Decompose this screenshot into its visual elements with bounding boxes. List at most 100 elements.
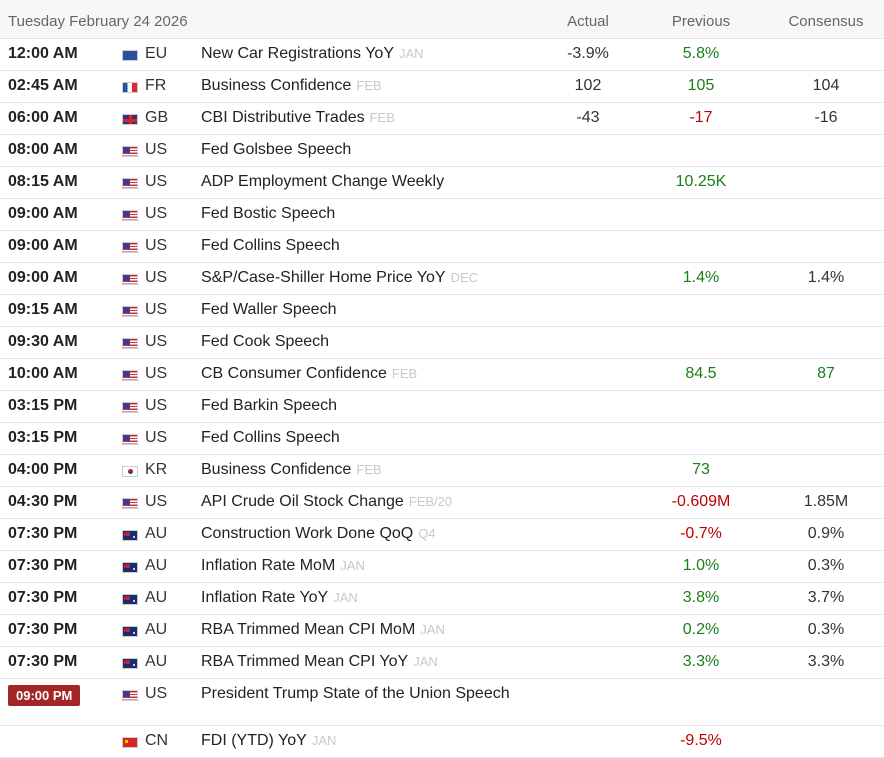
calendar-row[interactable]: CN FDI (YTD) YoY JAN -9.5% — [0, 726, 884, 758]
event-time: 04:00 PM — [8, 461, 78, 478]
country-code: US — [145, 205, 168, 222]
event-link[interactable]: Fed Barkin Speech — [201, 397, 337, 415]
previous-value: 3.8% — [682, 589, 720, 606]
calendar-row[interactable]: 09:00 AM US Fed Collins Speech — [0, 231, 884, 263]
event-time: 02:45 AM — [8, 77, 78, 94]
event-time: 09:30 AM — [8, 333, 78, 350]
consensus-value: 3.7% — [807, 589, 845, 606]
calendar-row[interactable]: 09:00 AM US Fed Bostic Speech — [0, 199, 884, 231]
calendar-row[interactable]: 07:30 PM AU Construction Work Done QoQ Q4 -0… — [0, 519, 884, 551]
event-link[interactable]: ADP Employment Change Weekly — [201, 173, 444, 191]
event-link[interactable]: Business Confidence FEB — [201, 77, 382, 95]
us-flag-icon — [122, 274, 138, 285]
calendar-row[interactable]: 12:00 AM EU New Car Registrations YoY JAN -3… — [0, 39, 884, 71]
event-link[interactable]: President Trump State of the Union Speec… — [201, 685, 510, 703]
previous-value: 0.2% — [682, 621, 720, 638]
calendar-row[interactable]: 08:00 AM US Fed Golsbee Speech — [0, 135, 884, 167]
event-time: 09:00 AM — [8, 205, 78, 222]
reference-period: FEB/20 — [408, 494, 453, 509]
event-link[interactable]: Business Confidence FEB — [201, 461, 382, 479]
previous-value: 84.5 — [685, 365, 717, 382]
country-code: US — [145, 141, 168, 158]
event-time-live-badge: 09:00 PM — [8, 685, 81, 706]
column-actual-header[interactable]: Actual — [567, 13, 609, 30]
reference-period: JAN — [311, 733, 337, 748]
country-code: US — [145, 429, 168, 446]
calendar-row[interactable]: 02:45 AM FR Business Confidence FEB 102 105 10… — [0, 71, 884, 103]
event-link[interactable]: RBA Trimmed Mean CPI MoM JAN — [201, 621, 445, 639]
calendar-row[interactable]: 09:30 AM US Fed Cook Speech — [0, 327, 884, 359]
event-time: 08:15 AM — [8, 173, 78, 190]
event-time: 09:15 AM — [8, 301, 78, 318]
previous-value: 1.0% — [682, 557, 720, 574]
event-link[interactable]: Fed Bostic Speech — [201, 205, 335, 223]
calendar-row[interactable]: 09:00 AM US S&P/Case-Shiller Home Price Yo… — [0, 263, 884, 295]
calendar-row[interactable]: 07:30 PM AU RBA Trimmed Mean CPI YoY JAN 3.3… — [0, 647, 884, 679]
previous-value: 3.3% — [682, 653, 720, 670]
event-title: President Trump State of the Union Speec… — [201, 685, 510, 702]
actual-value: -3.9% — [567, 45, 609, 62]
consensus-value: 3.3% — [807, 653, 845, 670]
calendar-row[interactable]: 07:30 PM AU RBA Trimmed Mean CPI MoM JAN 0.2… — [0, 615, 884, 647]
us-flag-icon — [122, 402, 138, 413]
event-link[interactable]: Inflation Rate MoM JAN — [201, 557, 365, 575]
consensus-value: 87 — [817, 365, 835, 382]
event-title: Business Confidence — [201, 77, 352, 94]
event-time: 07:30 PM — [8, 557, 78, 574]
consensus-value: 0.9% — [807, 525, 845, 542]
calendar-row[interactable]: 04:00 PM KR Business Confidence FEB 73 — [0, 455, 884, 487]
calendar-row[interactable]: 10:00 AM US CB Consumer Confidence FEB 84.5 8… — [0, 359, 884, 391]
us-flag-icon — [122, 370, 138, 381]
consensus-value: 0.3% — [807, 621, 845, 638]
event-link[interactable]: CBI Distributive Trades FEB — [201, 109, 395, 127]
previous-value: 105 — [687, 77, 715, 94]
calendar-row[interactable]: 08:15 AM US ADP Employment Change Weekly 10… — [0, 167, 884, 199]
calendar-row[interactable]: 06:00 AM GB CBI Distributive Trades FEB -43 -… — [0, 103, 884, 135]
country-code: AU — [145, 653, 168, 670]
country-code: CN — [145, 732, 169, 749]
consensus-value: 104 — [812, 77, 840, 94]
event-link[interactable]: Fed Collins Speech — [201, 237, 340, 255]
event-time: 07:30 PM — [8, 525, 78, 542]
calendar-row[interactable]: 09:15 AM US Fed Waller Speech — [0, 295, 884, 327]
event-title: Fed Golsbee Speech — [201, 141, 352, 158]
calendar-row[interactable]: 03:15 PM US Fed Collins Speech — [0, 423, 884, 455]
previous-value: 5.8% — [682, 45, 720, 62]
event-title: Fed Barkin Speech — [201, 397, 338, 414]
event-link[interactable]: FDI (YTD) YoY JAN — [201, 732, 336, 750]
event-time: 12:00 AM — [8, 45, 78, 62]
reference-period: DEC — [450, 270, 479, 285]
previous-value: -0.609M — [671, 493, 731, 510]
event-link[interactable]: Fed Waller Speech — [201, 301, 336, 319]
event-link[interactable]: S&P/Case-Shiller Home Price YoY DEC — [201, 269, 478, 287]
calendar-row[interactable]: 03:15 PM US Fed Barkin Speech — [0, 391, 884, 423]
event-link[interactable]: Fed Golsbee Speech — [201, 141, 351, 159]
event-link[interactable]: RBA Trimmed Mean CPI YoY JAN — [201, 653, 438, 671]
calendar-row[interactable]: 07:30 PM AU Inflation Rate YoY JAN 3.8% 3.7% — [0, 583, 884, 615]
event-title: Fed Waller Speech — [201, 301, 337, 318]
column-previous-header[interactable]: Previous — [671, 13, 731, 30]
country-code: US — [145, 685, 168, 702]
calendar-row[interactable]: 09:00 PM US President Trump State of the U… — [0, 679, 884, 726]
calendar-rows: 12:00 AM EU New Car Registrations YoY JAN -3… — [0, 39, 884, 758]
calendar-row[interactable]: 07:30 PM AU Inflation Rate MoM JAN 1.0% 0.3% — [0, 551, 884, 583]
event-title: RBA Trimmed Mean CPI MoM — [201, 621, 416, 638]
event-link[interactable]: Inflation Rate YoY JAN — [201, 589, 358, 607]
event-link[interactable]: API Crude Oil Stock Change FEB/20 — [201, 493, 452, 511]
us-flag-icon — [122, 434, 138, 445]
event-link[interactable]: Fed Cook Speech — [201, 333, 329, 351]
calendar-row[interactable]: 04:30 PM US API Crude Oil Stock Change FEB/… — [0, 487, 884, 519]
reference-period: FEB — [369, 110, 395, 125]
event-link[interactable]: New Car Registrations YoY JAN — [201, 45, 424, 63]
us-flag-icon — [122, 306, 138, 317]
country-code: KR — [145, 461, 168, 478]
event-link[interactable]: Fed Collins Speech — [201, 429, 340, 447]
event-link[interactable]: Construction Work Done QoQ Q4 — [201, 525, 436, 543]
column-consensus-header[interactable]: Consensus — [788, 13, 864, 30]
country-code: US — [145, 493, 168, 510]
event-title: Business Confidence — [201, 461, 352, 478]
au-flag-icon — [122, 562, 138, 573]
event-link[interactable]: CB Consumer Confidence FEB — [201, 365, 417, 383]
previous-value: -0.7% — [680, 525, 722, 542]
country-code: US — [145, 301, 168, 318]
